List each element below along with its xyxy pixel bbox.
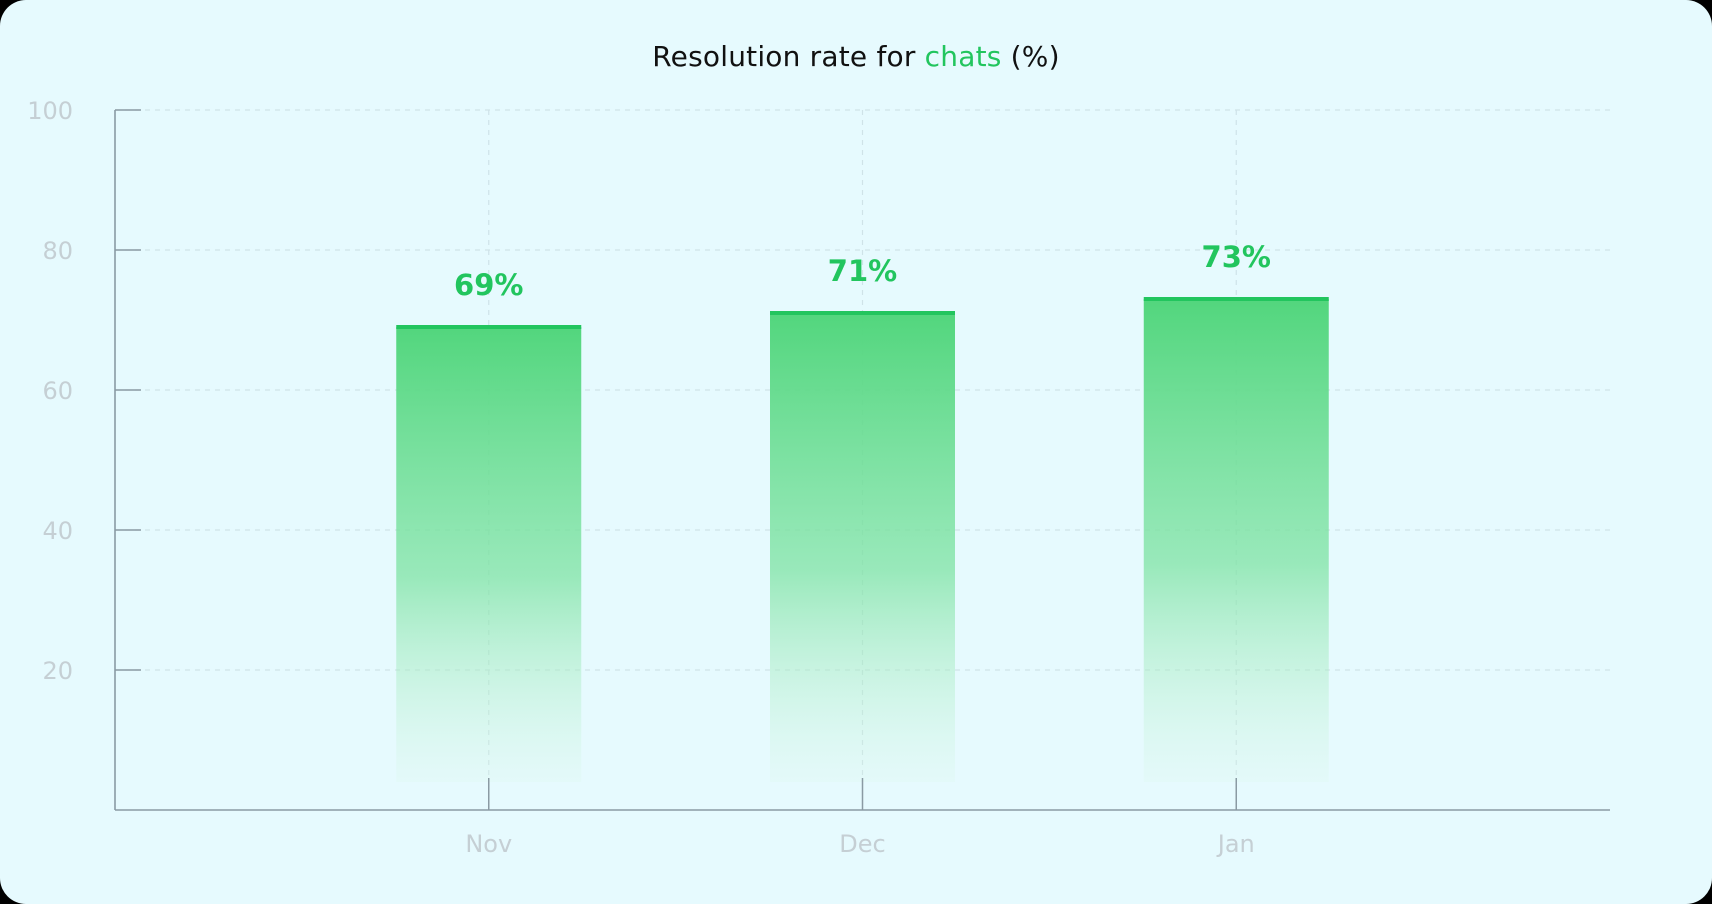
bar-jan	[1143, 299, 1329, 782]
title-suffix: (%)	[1001, 40, 1060, 73]
x-tick-label: Nov	[465, 830, 512, 858]
labels: 20 40 60 80 100 69% 71% 73% Nov Dec Jan	[27, 97, 1271, 858]
x-tick-label: Dec	[839, 830, 885, 858]
chart-title: Resolution rate for chats (%)	[0, 40, 1712, 73]
y-tick-label: 100	[27, 97, 73, 125]
y-tick-label: 80	[42, 237, 73, 265]
bar-cap	[396, 325, 582, 329]
value-label: 69%	[454, 268, 523, 302]
bar-cap	[770, 311, 955, 315]
y-tick-label: 60	[42, 377, 73, 405]
y-tick-label: 40	[42, 517, 73, 545]
value-label: 73%	[1202, 240, 1271, 274]
bar-dec	[770, 313, 955, 782]
bar-cap	[1143, 297, 1329, 301]
bars	[396, 297, 1329, 782]
x-tick-label: Jan	[1216, 830, 1255, 858]
title-highlight: chats	[924, 40, 1002, 73]
title-prefix: Resolution rate for	[652, 40, 925, 73]
y-tick-label: 20	[42, 657, 73, 685]
bar-nov	[396, 327, 582, 782]
axes	[114, 109, 1610, 811]
value-label: 71%	[828, 254, 897, 288]
